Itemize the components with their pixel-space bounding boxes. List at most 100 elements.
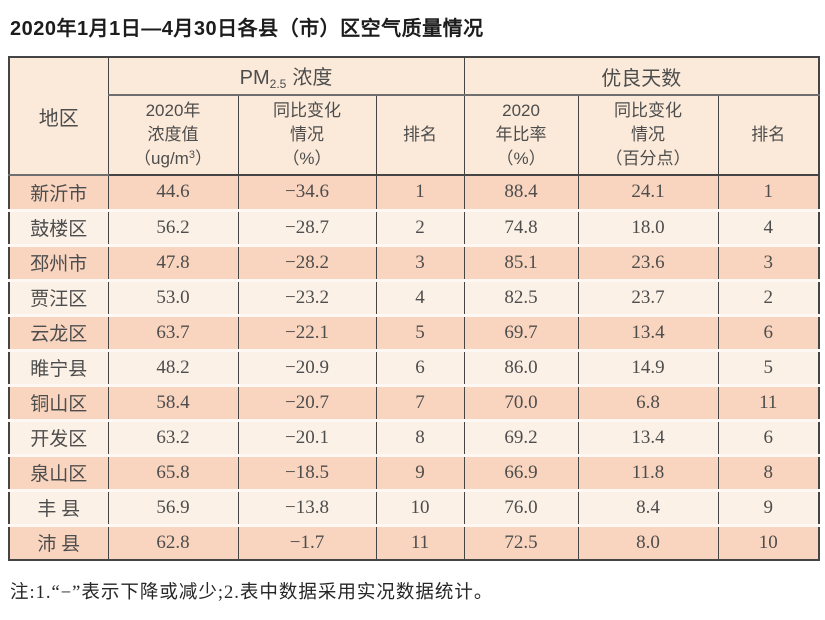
region-cell: 铜山区 (8, 383, 109, 420)
region-cell: 开发区 (8, 418, 109, 455)
good-rank-cell: 3 (717, 243, 820, 280)
good-rank-cell: 9 (717, 488, 820, 525)
pm-change-line2: 情况 (290, 125, 324, 145)
pm-value-cell: 44.6 (107, 175, 239, 210)
region-cell: 泉山区 (8, 453, 109, 490)
region-cell: 贾汪区 (8, 278, 109, 315)
good-change-cell: 8.4 (577, 488, 719, 525)
table-row: 邳州市 47.8 −28.2 3 85.1 23.6 3 (8, 243, 820, 280)
pm-value-cell: 63.2 (107, 418, 239, 455)
good-rank-cell: 1 (717, 175, 820, 210)
pm-change-cell: −34.6 (237, 175, 377, 210)
pm-rank-cell: 6 (375, 348, 465, 385)
page-title: 2020年1月1日—4月30日各县（市）区空气质量情况 (10, 18, 484, 40)
pm-rank-cell: 5 (375, 313, 465, 350)
pm-change-cell: −28.7 (237, 208, 377, 245)
footnote: 注:1.“−”表示下降或减少;2.表中数据采用实况数据统计。 (10, 583, 494, 603)
pm-value-line1: 2020年 (145, 101, 201, 121)
good-change-cell: 6.8 (577, 383, 719, 420)
good-rate-line3: （%） (496, 148, 546, 168)
pm-value-cell: 65.8 (107, 453, 239, 490)
table-row: 丰 县 56.9 −13.8 10 76.0 8.4 9 (8, 488, 820, 525)
pm-value-cell: 62.8 (107, 523, 239, 560)
col-header-good-rate: 2020 年比率 （%） (463, 95, 579, 176)
pm-change-cell: −13.8 (237, 488, 377, 525)
good-rank-cell: 4 (717, 208, 820, 245)
good-rank-cell: 6 (717, 418, 820, 455)
pm-rank-cell: 4 (375, 278, 465, 315)
pm25-label-prefix: PM (239, 67, 270, 89)
good-rank-cell: 2 (717, 278, 820, 315)
pm-value-cell: 47.8 (107, 243, 239, 280)
good-rate-cell: 85.1 (463, 243, 579, 280)
region-cell: 丰 县 (8, 488, 109, 525)
col-header-good-change: 同比变化 情况 （百分点） (577, 95, 719, 176)
table-row: 开发区 63.2 −20.1 8 69.2 13.4 6 (8, 418, 820, 455)
pm-change-line3: （%） (282, 148, 332, 168)
good-change-cell: 8.0 (577, 523, 719, 560)
pm-change-line1: 同比变化 (273, 101, 341, 121)
pm-value-cell: 63.7 (107, 313, 239, 350)
good-change-cell: 11.8 (577, 453, 719, 490)
good-rate-cell: 72.5 (463, 523, 579, 560)
region-cell: 沛 县 (8, 523, 109, 560)
pm-change-cell: −28.2 (237, 243, 377, 280)
col-header-pm-rank: 排名 (375, 95, 465, 176)
pm-change-cell: −1.7 (237, 523, 377, 560)
pm-value-cell: 58.4 (107, 383, 239, 420)
table-body: 新沂市 44.6 −34.6 1 88.4 24.1 1 鼓楼区 56.2 −2… (8, 175, 820, 560)
good-rank-cell: 6 (717, 313, 820, 350)
table-row: 新沂市 44.6 −34.6 1 88.4 24.1 1 (8, 175, 820, 210)
good-change-line3: （百分点） (605, 148, 691, 168)
good-rate-cell: 76.0 (463, 488, 579, 525)
air-quality-table: 地区 PM2.5 浓度 优良天数 2020年 浓度值 （ug/m3） 同比变化 情… (8, 56, 821, 561)
good-rank-cell: 5 (717, 348, 820, 385)
pm25-label-suffix: 浓度 (292, 67, 333, 89)
pm-change-cell: −20.7 (237, 383, 377, 420)
good-change-cell: 24.1 (577, 175, 719, 210)
pm-rank-cell: 8 (375, 418, 465, 455)
group-header-good-days: 优良天数 (463, 57, 820, 96)
good-rank-cell: 8 (717, 453, 820, 490)
good-change-cell: 23.7 (577, 278, 719, 315)
region-cell: 邳州市 (8, 243, 109, 280)
pm-rank-cell: 1 (375, 175, 465, 210)
pm-rank-cell: 7 (375, 383, 465, 420)
pm-change-cell: −18.5 (237, 453, 377, 490)
pm-rank-cell: 10 (375, 488, 465, 525)
region-cell: 新沂市 (8, 175, 109, 210)
pm25-label-subscript: 2.5 (269, 77, 287, 91)
pm-value-cell: 48.2 (107, 348, 239, 385)
table-header: 地区 PM2.5 浓度 优良天数 2020年 浓度值 （ug/m3） 同比变化 情… (8, 57, 820, 176)
good-change-line1: 同比变化 (614, 101, 683, 121)
pm-value-cell: 56.9 (107, 488, 239, 525)
group-header-pm25: PM2.5 浓度 (107, 57, 465, 96)
table-row: 云龙区 63.7 −22.1 5 69.7 13.4 6 (8, 313, 820, 350)
good-rate-cell: 66.9 (463, 453, 579, 490)
pm-change-cell: −20.1 (237, 418, 377, 455)
pm-value-unit-sup: 3 (188, 148, 195, 161)
good-change-cell: 13.4 (577, 313, 719, 350)
good-change-line2: 情况 (631, 125, 666, 145)
table-row: 鼓楼区 56.2 −28.7 2 74.8 18.0 4 (8, 208, 820, 245)
col-header-pm-value: 2020年 浓度值 （ug/m3） (107, 95, 239, 176)
good-rank-cell: 11 (717, 383, 820, 420)
col-header-good-rank: 排名 (717, 95, 820, 176)
good-rate-cell: 86.0 (463, 348, 579, 385)
good-rate-line1: 2020 (502, 101, 540, 121)
good-change-cell: 13.4 (577, 418, 719, 455)
good-change-cell: 23.6 (577, 243, 719, 280)
pm-rank-cell: 2 (375, 208, 465, 245)
pm-change-cell: −20.9 (237, 348, 377, 385)
good-rate-cell: 74.8 (463, 208, 579, 245)
good-rate-cell: 69.2 (463, 418, 579, 455)
page: 2020年1月1日—4月30日各县（市）区空气质量情况 地区 PM2.5 浓度 优… (8, 18, 821, 603)
pm-change-cell: −22.1 (237, 313, 377, 350)
good-rate-cell: 69.7 (463, 313, 579, 350)
table-row: 沛 县 62.8 −1.7 11 72.5 8.0 10 (8, 523, 820, 560)
good-change-cell: 14.9 (577, 348, 719, 385)
table-row: 泉山区 65.8 −18.5 9 66.9 11.8 8 (8, 453, 820, 490)
pm-rank-cell: 11 (375, 523, 465, 560)
pm-rank-cell: 9 (375, 453, 465, 490)
col-header-pm-change: 同比变化 情况 （%） (237, 95, 377, 176)
